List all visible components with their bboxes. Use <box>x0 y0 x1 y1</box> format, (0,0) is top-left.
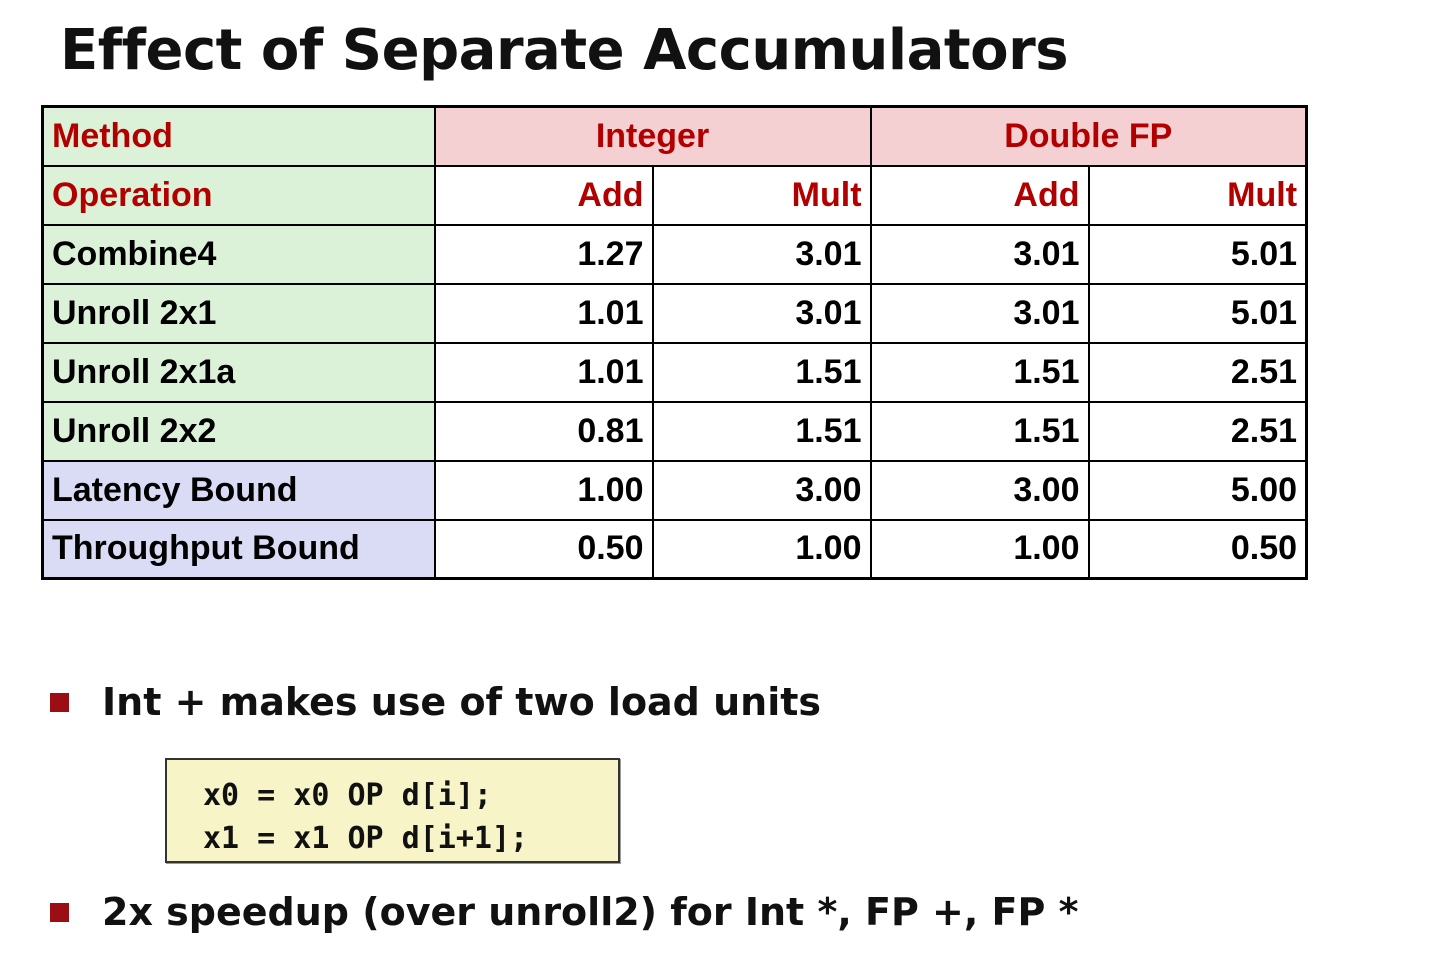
cell-int-add: 1.00 <box>433 459 654 521</box>
header-int-mult: Mult <box>651 164 872 226</box>
cell-int-mult: 1.51 <box>651 400 872 462</box>
row-method: Combine4 <box>41 223 436 285</box>
header-fp-mult: Mult <box>1087 164 1308 226</box>
results-table: Method Integer Double FP Operation Add M… <box>41 105 1309 580</box>
cell-int-mult: 1.00 <box>651 518 872 580</box>
table-row: Throughput Bound 0.50 1.00 1.00 0.50 <box>41 518 1308 580</box>
cell-fp-mult: 5.00 <box>1087 459 1308 521</box>
row-method: Unroll 2x1 <box>41 282 436 344</box>
cell-int-add: 1.01 <box>433 282 654 344</box>
header-int-add: Add <box>433 164 654 226</box>
code-line: x0 = x0 OP d[i]; <box>203 778 492 813</box>
table-row: Combine4 1.27 3.01 3.01 5.01 <box>41 223 1308 285</box>
cell-fp-mult: 5.01 <box>1087 282 1308 344</box>
cell-int-add: 0.81 <box>433 400 654 462</box>
cell-fp-add: 3.00 <box>869 459 1090 521</box>
cell-fp-add: 3.01 <box>869 223 1090 285</box>
table-row: Unroll 2x1 1.01 3.01 3.01 5.01 <box>41 282 1308 344</box>
cell-fp-mult: 2.51 <box>1087 341 1308 403</box>
table-row: Unroll 2x2 0.81 1.51 1.51 2.51 <box>41 400 1308 462</box>
row-method: Unroll 2x2 <box>41 400 436 462</box>
square-bullet-icon <box>50 902 69 922</box>
row-method: Unroll 2x1a <box>41 341 436 403</box>
table-row: Unroll 2x1a 1.01 1.51 1.51 2.51 <box>41 341 1308 403</box>
bullet-text: Int + makes use of two load units <box>102 680 822 724</box>
code-snippet: x0 = x0 OP d[i]; x1 = x1 OP d[i+1]; <box>165 758 620 863</box>
cell-int-add: 1.01 <box>433 341 654 403</box>
cell-fp-mult: 5.01 <box>1087 223 1308 285</box>
slide-title: Effect of Separate Accumulators <box>60 18 1069 83</box>
cell-int-mult: 1.51 <box>651 341 872 403</box>
header-method: Method <box>41 105 436 167</box>
table-header-row-groups: Method Integer Double FP <box>41 105 1308 167</box>
cell-fp-mult: 0.50 <box>1087 518 1308 580</box>
code-line: x1 = x1 OP d[i+1]; <box>203 821 529 856</box>
cell-fp-add: 1.51 <box>869 341 1090 403</box>
cell-fp-add: 1.00 <box>869 518 1090 580</box>
row-method: Throughput Bound <box>41 518 436 580</box>
cell-fp-add: 3.01 <box>869 282 1090 344</box>
cell-int-mult: 3.01 <box>651 223 872 285</box>
row-method: Latency Bound <box>41 459 436 521</box>
table-header-row-operations: Operation Add Mult Add Mult <box>41 164 1308 226</box>
header-integer: Integer <box>433 105 872 167</box>
cell-int-add: 1.27 <box>433 223 654 285</box>
header-fp-add: Add <box>869 164 1090 226</box>
cell-fp-add: 1.51 <box>869 400 1090 462</box>
bullet-item: 2x speedup (over unroll2) for Int *, FP … <box>50 890 1078 934</box>
cell-int-mult: 3.00 <box>651 459 872 521</box>
cell-int-mult: 3.01 <box>651 282 872 344</box>
bullet-text: 2x speedup (over unroll2) for Int *, FP … <box>102 890 1079 934</box>
square-bullet-icon <box>50 692 69 712</box>
header-double-fp: Double FP <box>869 105 1308 167</box>
bullet-item: Int + makes use of two load units <box>50 680 821 724</box>
header-operation: Operation <box>41 164 436 226</box>
cell-int-add: 0.50 <box>433 518 654 580</box>
cell-fp-mult: 2.51 <box>1087 400 1308 462</box>
table-row: Latency Bound 1.00 3.00 3.00 5.00 <box>41 459 1308 521</box>
